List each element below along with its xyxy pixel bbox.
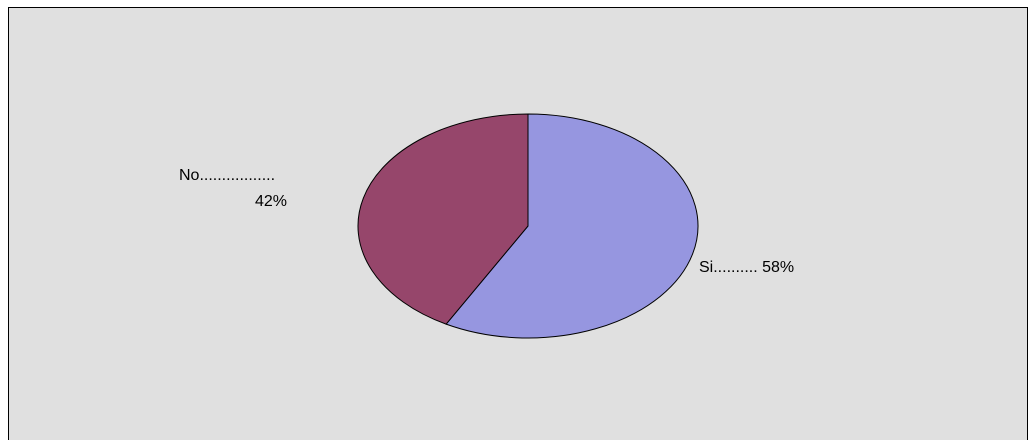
slice-label-si: Si.......... 58% [699, 259, 794, 276]
chart-area: Si.......... 58% No................. 42% [8, 7, 1028, 440]
slice-label-no: No................. [179, 167, 275, 184]
pie-chart: Si.......... 58% No................. 42% [179, 113, 794, 339]
pie-slice-si [445, 113, 699, 339]
slice-label-no-percent: 42% [255, 193, 287, 210]
pie-slice-no [357, 113, 529, 325]
